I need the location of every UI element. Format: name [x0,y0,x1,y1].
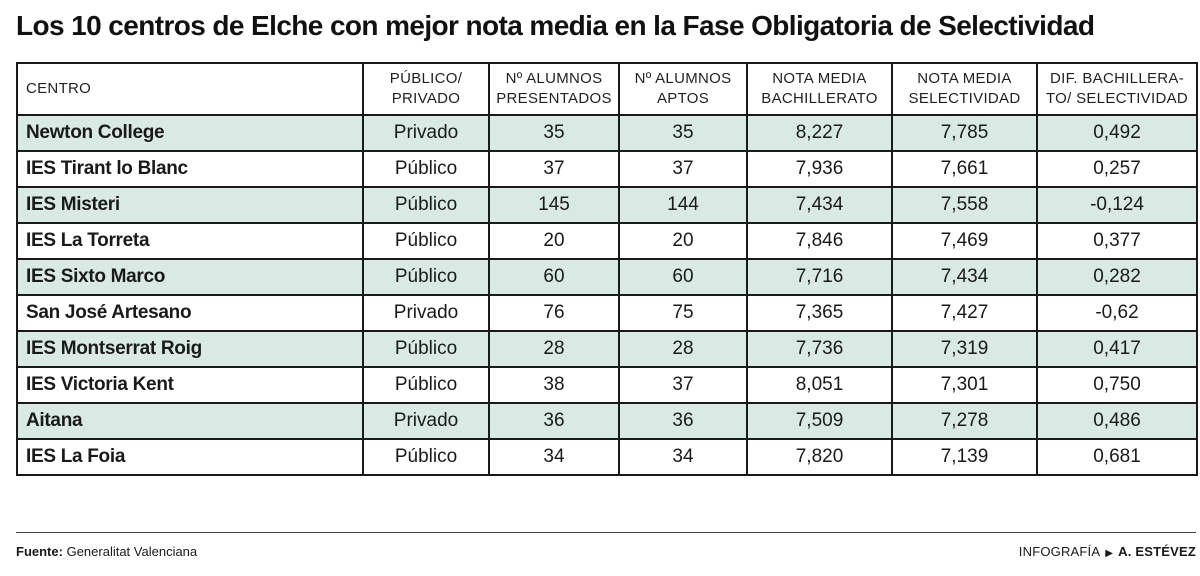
cell-aptos: 60 [618,258,748,296]
column-header-tipo: PÚBLICO/PRIVADO [362,62,490,116]
cell-nota-bachillerato: 7,936 [746,150,893,188]
column-header-diferencia: DIF. BACHILLERA- TO/ SELECTIVIDAD [1036,62,1198,116]
credit-note: INFOGRAFÍA ▶ A. ESTÉVEZ [1019,544,1196,559]
cell-tipo: Público [362,222,490,260]
cell-tipo: Público [362,366,490,404]
cell-presentados: 76 [488,294,620,332]
cell-aptos: 36 [618,402,748,440]
column-header-centro: CENTRO [16,62,364,116]
cell-nota-bachillerato: 8,051 [746,366,893,404]
cell-nota-selectividad: 7,558 [891,186,1038,224]
cell-tipo: Público [362,258,490,296]
cell-diferencia: 0,750 [1036,366,1198,404]
cell-centro: San José Artesano [16,294,364,332]
cell-centro: IES Victoria Kent [16,366,364,404]
cell-centro: IES Montserrat Roig [16,330,364,368]
table-row: IES Sixto Marco Público 60 60 7,716 7,434 0,28… [16,258,1198,296]
cell-centro: IES La Torreta [16,222,364,260]
cell-aptos: 34 [618,438,748,476]
cell-diferencia: 0,681 [1036,438,1198,476]
chart-title: Los 10 centros de Elche con mejor nota m… [16,10,1095,41]
data-table: CENTRO PÚBLICO/PRIVADO Nº ALUMNOS PRESENT… [16,62,1198,476]
cell-presentados: 145 [488,186,620,224]
cell-tipo: Público [362,330,490,368]
cell-nota-bachillerato: 7,365 [746,294,893,332]
table-row: IES Victoria Kent Público 38 37 8,051 7,301 0,… [16,366,1198,404]
table-row: Newton College Privado 35 35 8,227 7,785 0,492 [16,114,1198,152]
cell-presentados: 60 [488,258,620,296]
column-header-nota-bachillerato: NOTA MEDIA BACHILLERATO [746,62,893,116]
cell-nota-selectividad: 7,785 [891,114,1038,152]
cell-centro: IES Tirant lo Blanc [16,150,364,188]
cell-diferencia: 0,492 [1036,114,1198,152]
cell-centro: IES La Foia [16,438,364,476]
table-row: IES Misteri Público 145 144 7,434 7,558 -0,124 [16,186,1198,224]
cell-nota-selectividad: 7,301 [891,366,1038,404]
cell-diferencia: 0,377 [1036,222,1198,260]
cell-nota-bachillerato: 7,846 [746,222,893,260]
table-row: IES Montserrat Roig Público 28 28 7,736 7,319… [16,330,1198,368]
cell-nota-bachillerato: 7,820 [746,438,893,476]
cell-nota-selectividad: 7,661 [891,150,1038,188]
cell-diferencia: -0,62 [1036,294,1198,332]
cell-nota-bachillerato: 7,716 [746,258,893,296]
cell-centro: Newton College [16,114,364,152]
table-row: IES Tirant lo Blanc Público 37 37 7,936 7,661… [16,150,1198,188]
credit-label: INFOGRAFÍA [1018,544,1101,559]
cell-nota-selectividad: 7,427 [891,294,1038,332]
cell-nota-selectividad: 7,139 [891,438,1038,476]
cell-presentados: 37 [488,150,620,188]
cell-nota-bachillerato: 7,434 [746,186,893,224]
cell-aptos: 28 [618,330,748,368]
cell-presentados: 28 [488,330,620,368]
column-header-aptos: Nº ALUMNOS APTOS [618,62,748,116]
cell-presentados: 38 [488,366,620,404]
cell-aptos: 20 [618,222,748,260]
footer-divider [16,532,1196,533]
table-row: IES La Foia Público 34 34 7,820 7,139 0,681 [16,438,1198,476]
cell-nota-selectividad: 7,434 [891,258,1038,296]
cell-presentados: 34 [488,438,620,476]
cell-tipo: Privado [362,114,490,152]
table-row: Aitana Privado 36 36 7,509 7,278 0,486 [16,402,1198,440]
cell-centro: IES Sixto Marco [16,258,364,296]
cell-centro: Aitana [16,402,364,440]
table-row: IES La Torreta Público 20 20 7,846 7,469 0,377 [16,222,1198,260]
cell-aptos: 75 [618,294,748,332]
cell-tipo: Público [362,438,490,476]
cell-nota-selectividad: 7,319 [891,330,1038,368]
cell-presentados: 36 [488,402,620,440]
cell-nota-selectividad: 7,278 [891,402,1038,440]
cell-presentados: 35 [488,114,620,152]
credit-name: A. ESTÉVEZ [1118,544,1196,559]
cell-presentados: 20 [488,222,620,260]
cell-diferencia: -0,124 [1036,186,1198,224]
cell-diferencia: 0,417 [1036,330,1198,368]
cell-diferencia: 0,282 [1036,258,1198,296]
cell-tipo: Privado [362,294,490,332]
cell-nota-bachillerato: 7,736 [746,330,893,368]
cell-diferencia: 0,257 [1036,150,1198,188]
source-label: Fuente: [16,544,63,559]
cell-tipo: Privado [362,402,490,440]
cell-nota-bachillerato: 8,227 [746,114,893,152]
header-row: CENTRO PÚBLICO/PRIVADO Nº ALUMNOS PRESENT… [16,62,1198,116]
cell-aptos: 37 [618,366,748,404]
cell-diferencia: 0,486 [1036,402,1198,440]
cell-nota-selectividad: 7,469 [891,222,1038,260]
cell-tipo: Público [362,186,490,224]
cell-centro: IES Misteri [16,186,364,224]
table-row: San José Artesano Privado 76 75 7,365 7,427 -0… [16,294,1198,332]
source-note: Fuente: Generalitat Valenciana [16,544,197,559]
column-header-nota-selectividad: NOTA MEDIA SELECTIVIDAD [891,62,1038,116]
cell-nota-bachillerato: 7,509 [746,402,893,440]
cell-aptos: 144 [618,186,748,224]
column-header-presentados: Nº ALUMNOS PRESENTADOS [488,62,620,116]
cell-aptos: 37 [618,150,748,188]
cell-aptos: 35 [618,114,748,152]
source-text: Generalitat Valenciana [66,544,198,559]
triangle-right-icon: ▶ [1105,548,1114,559]
cell-tipo: Público [362,150,490,188]
